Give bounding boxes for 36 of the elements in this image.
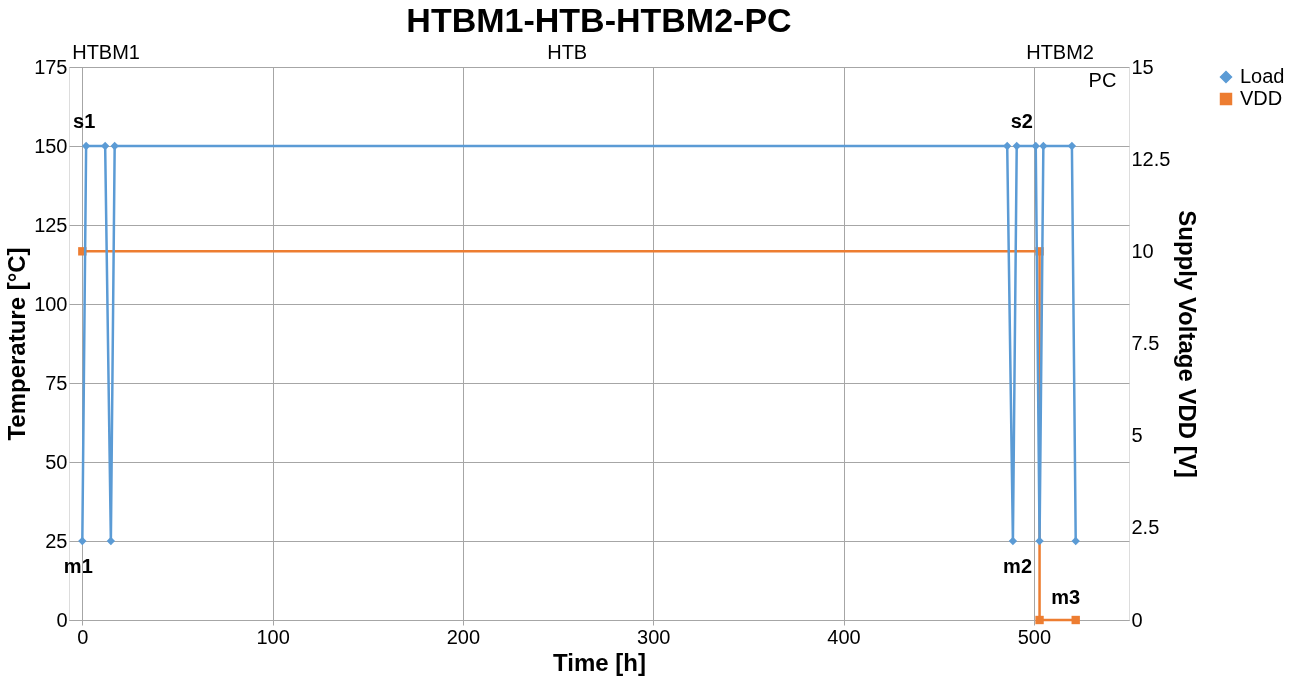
text: HTBM2 bbox=[1026, 41, 1094, 63]
legend-label: Load bbox=[1240, 65, 1285, 87]
annotation: s1 bbox=[73, 110, 96, 132]
y2-tick-label: 12.5 bbox=[1131, 147, 1171, 170]
y-tick-label: 25 bbox=[45, 529, 68, 552]
y-tick-label: 175 bbox=[34, 55, 68, 78]
annotation: m1 bbox=[63, 555, 93, 577]
legend-label: VDD bbox=[1240, 87, 1283, 109]
text: HTBM1 bbox=[72, 41, 140, 63]
x-tick-label: 200 bbox=[446, 625, 481, 648]
x-tick-label: 500 bbox=[1017, 625, 1052, 648]
y-tick-label: 150 bbox=[34, 134, 68, 157]
y-tick-label: 0 bbox=[56, 608, 68, 631]
annotation: m3 bbox=[1051, 586, 1081, 608]
y2-axis-title: Supply Voltage VDD [V] bbox=[1174, 210, 1202, 478]
y-tick-label: 75 bbox=[45, 371, 68, 394]
annotation: PC bbox=[1088, 69, 1117, 91]
x-axis-title: Time [h] bbox=[553, 648, 646, 676]
annotation: m2 bbox=[1003, 555, 1033, 577]
y2-tick-label: 7.5 bbox=[1131, 332, 1160, 354]
annotation: s2 bbox=[1010, 110, 1033, 132]
y2-tick-label: 15 bbox=[1131, 55, 1154, 78]
y-tick-label: 50 bbox=[45, 450, 68, 473]
x-tick-label: 100 bbox=[256, 625, 290, 648]
x-tick-label: 300 bbox=[637, 625, 671, 648]
y-axis-title: Temperature [°C] bbox=[3, 247, 31, 441]
y2-tick-label: 10 bbox=[1131, 239, 1154, 262]
y2-tick-label: 5 bbox=[1131, 424, 1143, 447]
text: HTB bbox=[547, 41, 588, 63]
y2-tick-label: 0 bbox=[1131, 608, 1143, 631]
x-tick-label: 0 bbox=[77, 625, 89, 648]
x-tick-label: 400 bbox=[827, 625, 861, 648]
y2-tick-label: 2.5 bbox=[1131, 516, 1160, 539]
y-tick-label: 125 bbox=[34, 213, 68, 236]
chart-title: HTBM1-HTB-HTBM2-PC bbox=[406, 1, 792, 39]
y-tick-label: 100 bbox=[34, 292, 68, 315]
